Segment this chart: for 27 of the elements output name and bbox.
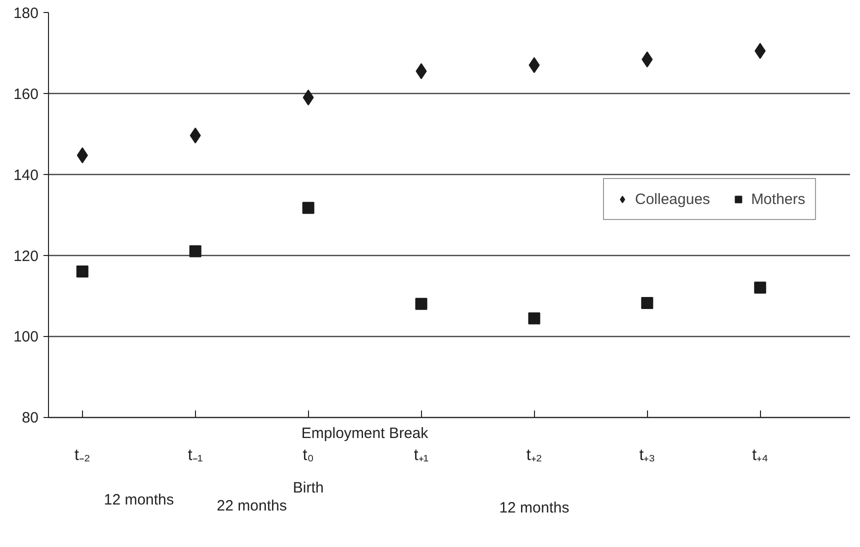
x-tick-label: t₊₁ [414,447,429,464]
point [76,265,88,278]
text: 12 months [499,500,570,517]
x-tick-label: t₊₄ [752,447,768,464]
y-tick-label: 140 [13,166,39,184]
x-tick-label: t₋₁ [188,447,203,464]
point [754,282,766,294]
text: 22 months [216,498,287,515]
point [528,312,540,324]
legend-label: Mothers [751,190,806,208]
y-tick-label: 180 [13,5,39,22]
y-tick-label: 120 [13,248,39,265]
y-tick-label: 100 [13,328,39,346]
text: Employment Break [301,424,429,442]
text: 12 months [104,492,174,509]
y-tick-label: 160 [13,86,39,103]
x-tick-label: t₊₂ [526,447,542,464]
x-tick-label: t₊₃ [639,447,656,464]
x-tick-label: t₀ [302,447,314,464]
y-tick-label: 80 [22,410,39,427]
point [415,298,428,310]
point [302,202,314,214]
text: Birth [292,479,324,496]
x-tick-label: t₋₂ [74,447,90,464]
point [641,297,654,310]
point [189,245,202,258]
legend-label: Colleagues [635,190,710,208]
